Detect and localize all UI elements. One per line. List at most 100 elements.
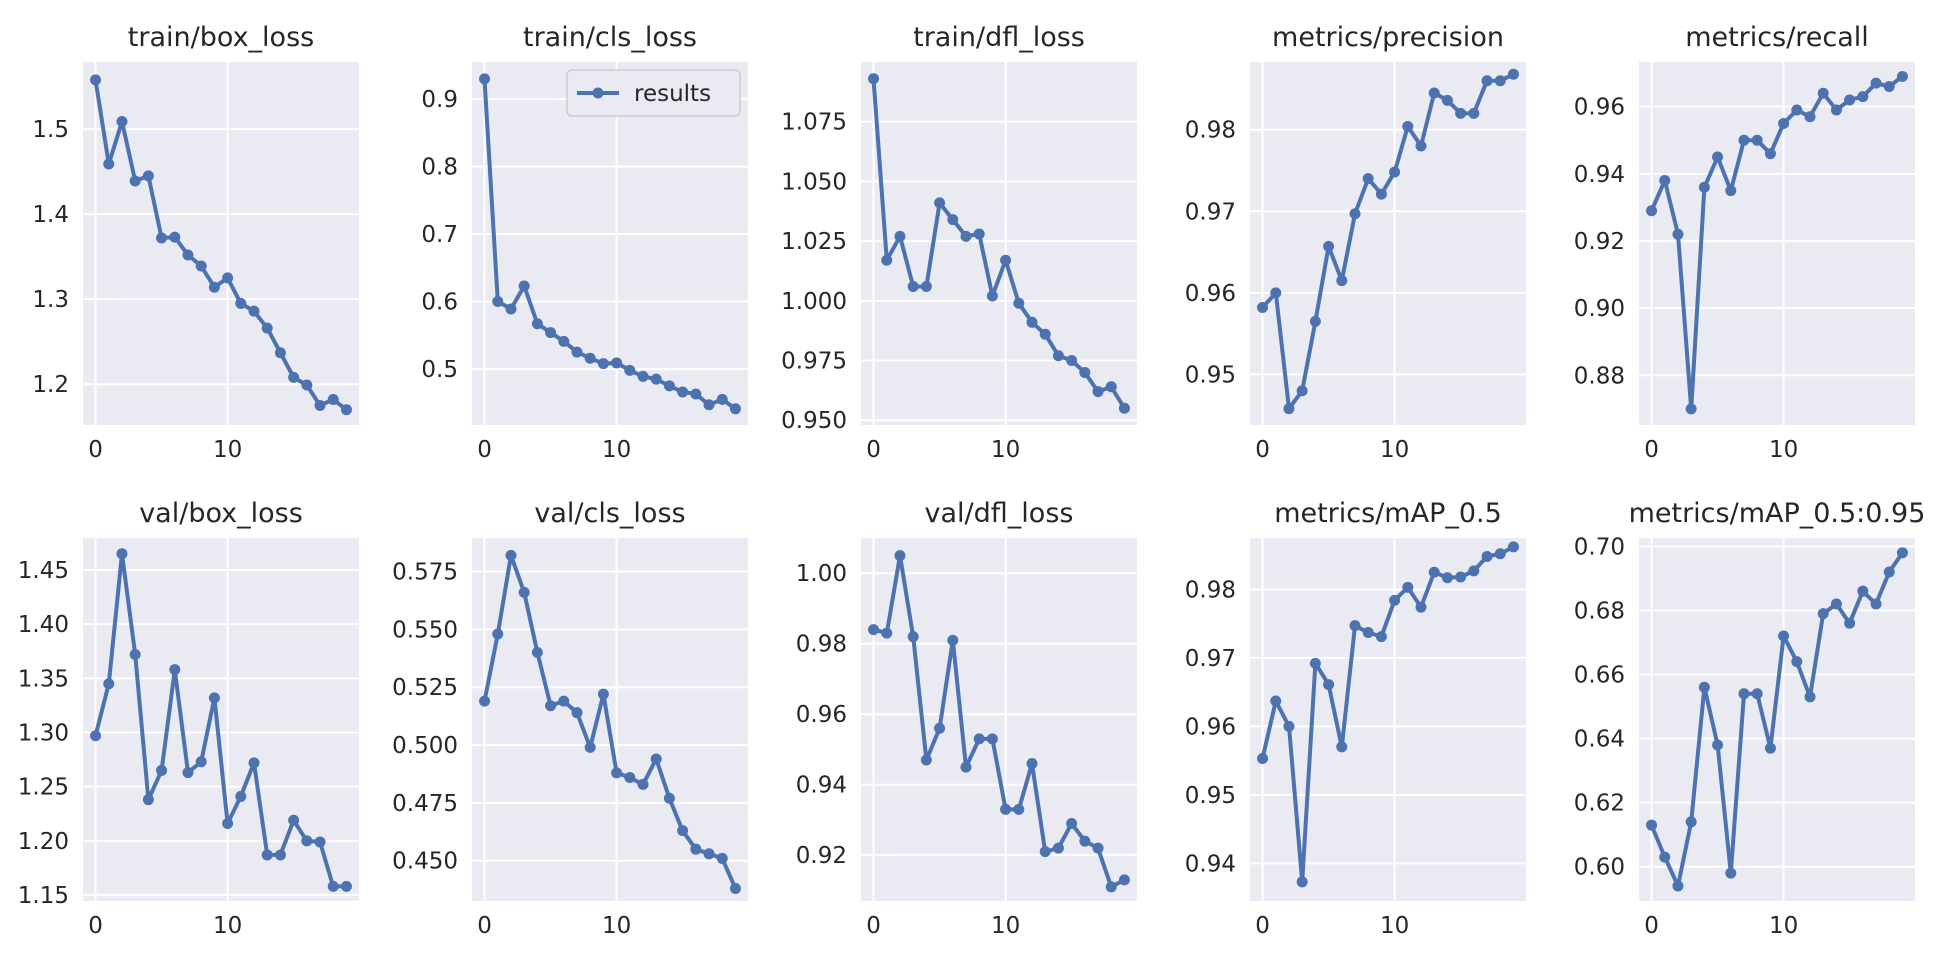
subplot-title: metrics/precision: [1272, 22, 1504, 53]
y-tick-label: 0.68: [1574, 598, 1625, 624]
data-point: [129, 175, 141, 187]
y-tick-label: 1.45: [18, 558, 69, 584]
x-tick-label: 0: [88, 437, 103, 463]
data-point: [947, 214, 959, 226]
y-tick-label: 0.98: [1185, 118, 1236, 144]
data-point: [169, 231, 181, 243]
data-point: [677, 825, 689, 837]
data-point: [1052, 842, 1064, 854]
data-point: [116, 116, 128, 128]
data-point: [1738, 134, 1750, 146]
data-point: [868, 73, 880, 85]
data-point: [1804, 691, 1816, 703]
data-point: [611, 767, 623, 779]
data-point: [1066, 817, 1078, 829]
y-tick-label: 0.62: [1574, 791, 1625, 817]
data-point: [479, 695, 491, 707]
data-point: [1870, 77, 1882, 89]
y-tick-label: 1.20: [18, 829, 69, 855]
x-tick-label: 10: [1380, 437, 1409, 463]
data-point: [1309, 315, 1321, 327]
data-point: [1118, 874, 1130, 886]
x-tick-label: 0: [477, 437, 492, 463]
data-point: [597, 688, 609, 700]
data-point: [1685, 403, 1697, 415]
data-point: [116, 548, 128, 560]
y-tick-label: 0.975: [781, 349, 847, 375]
data-point: [1283, 720, 1295, 732]
y-tick-label: 0.7: [421, 222, 458, 248]
data-point: [1257, 753, 1269, 765]
data-point: [1725, 185, 1737, 197]
data-point: [716, 393, 728, 405]
data-point: [1481, 550, 1493, 562]
data-point: [1698, 681, 1710, 693]
data-point: [103, 678, 115, 690]
data-point: [1778, 117, 1790, 129]
data-point: [881, 254, 893, 266]
data-point: [1764, 148, 1776, 160]
y-tick-label: 0.500: [392, 733, 458, 759]
data-point: [690, 843, 702, 855]
data-point: [1270, 695, 1282, 707]
y-tick-label: 0.94: [1185, 851, 1236, 877]
data-point: [1362, 627, 1374, 639]
data-point: [248, 757, 260, 769]
x-tick-label: 10: [602, 437, 631, 463]
data-point: [624, 364, 636, 376]
data-point: [208, 692, 220, 704]
data-point: [1402, 120, 1414, 132]
x-tick-label: 0: [866, 437, 881, 463]
y-tick-label: 0.97: [1185, 646, 1236, 672]
y-tick-label: 0.94: [1574, 162, 1625, 188]
data-point: [340, 880, 352, 892]
data-point: [1896, 70, 1908, 82]
data-point: [261, 849, 273, 861]
x-tick-label: 10: [1380, 913, 1409, 939]
data-point: [1712, 739, 1724, 751]
data-point: [142, 794, 154, 806]
data-point: [1791, 104, 1803, 116]
data-point: [571, 707, 583, 719]
data-point: [1646, 205, 1658, 217]
data-point: [1309, 657, 1321, 669]
y-tick-label: 1.025: [781, 229, 847, 255]
data-point: [624, 771, 636, 783]
data-point: [1349, 620, 1361, 632]
subplot-title: train/cls_loss: [523, 22, 697, 53]
plot-area: [83, 62, 359, 425]
data-point: [1659, 851, 1671, 863]
data-point: [558, 335, 570, 347]
x-tick-label: 10: [991, 437, 1020, 463]
plot-area: [1639, 538, 1915, 901]
data-point: [1052, 350, 1064, 362]
data-point: [663, 792, 675, 804]
data-point: [1441, 572, 1453, 584]
data-point: [518, 586, 530, 598]
data-point: [1685, 816, 1697, 828]
y-tick-label: 1.15: [18, 883, 69, 909]
data-point: [1296, 876, 1308, 888]
data-point: [1672, 880, 1684, 892]
data-point: [1336, 275, 1348, 287]
data-point: [1428, 87, 1440, 99]
data-point: [960, 230, 972, 242]
data-point: [156, 232, 168, 244]
x-tick-label: 0: [88, 913, 103, 939]
data-point: [545, 700, 557, 712]
data-point: [1013, 297, 1025, 309]
y-tick-label: 1.5: [32, 117, 69, 143]
data-point: [1323, 240, 1335, 252]
data-point: [156, 764, 168, 776]
subplot-title: val/box_loss: [139, 498, 303, 529]
y-tick-label: 1.050: [781, 169, 847, 195]
data-point: [492, 628, 504, 640]
data-point: [1336, 741, 1348, 753]
data-point: [677, 386, 689, 398]
y-tick-label: 1.35: [18, 666, 69, 692]
plot-area: [1250, 62, 1526, 425]
data-point: [1817, 87, 1829, 99]
data-point: [1026, 758, 1038, 770]
data-point: [716, 852, 728, 864]
